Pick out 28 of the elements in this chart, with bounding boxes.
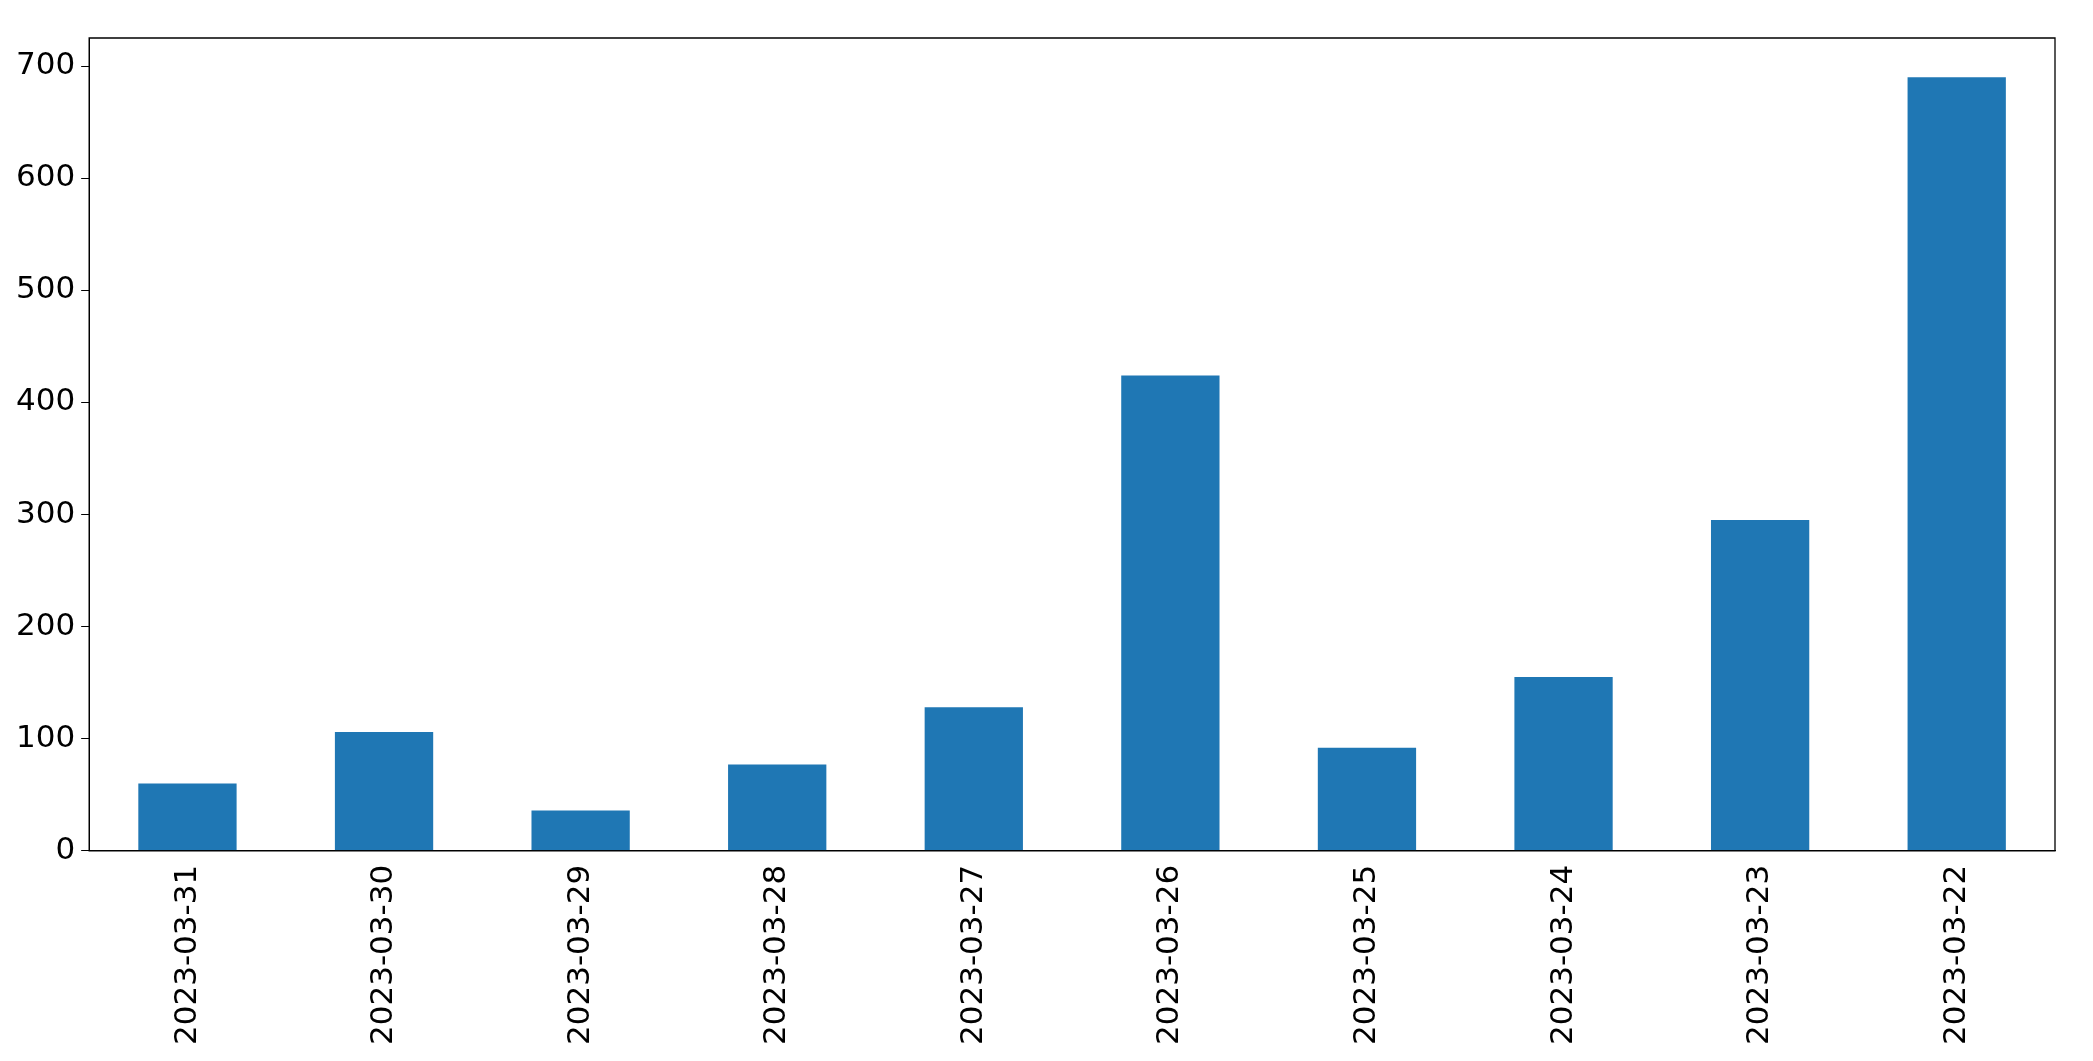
bar — [138, 783, 237, 851]
x-tick-label: 2023-03-23 — [1739, 864, 1776, 1046]
y-tick-label: 0 — [55, 829, 76, 866]
y-tick-label: 400 — [16, 381, 76, 418]
y-tick-label: 500 — [16, 269, 76, 306]
y-tick-label: 100 — [16, 717, 76, 754]
bar — [1514, 677, 1613, 851]
x-tick-label: 2023-03-27 — [952, 864, 989, 1046]
bar — [728, 764, 827, 851]
bar — [531, 810, 630, 851]
y-tick-label: 200 — [16, 605, 76, 642]
x-tick-label: 2023-03-22 — [1935, 864, 1972, 1046]
x-tick-label: 2023-03-24 — [1542, 864, 1579, 1046]
bar — [334, 732, 434, 851]
x-tick-label: 2023-03-29 — [559, 864, 596, 1046]
x-tick-label: 2023-03-26 — [1149, 864, 1186, 1046]
x-tick-label: 2023-03-30 — [363, 864, 400, 1046]
x-tick-label: 2023-03-31 — [166, 864, 203, 1046]
bar — [1710, 520, 1810, 851]
y-tick-label: 300 — [16, 493, 76, 530]
y-tick-label: 700 — [16, 45, 76, 82]
x-tick-label: 2023-03-25 — [1346, 864, 1383, 1046]
bar — [1317, 747, 1417, 851]
bar — [924, 707, 1023, 851]
bar — [1907, 77, 2006, 851]
bar — [1121, 375, 1220, 851]
x-tick-label: 2023-03-28 — [756, 864, 793, 1046]
y-tick-label: 600 — [16, 157, 76, 194]
